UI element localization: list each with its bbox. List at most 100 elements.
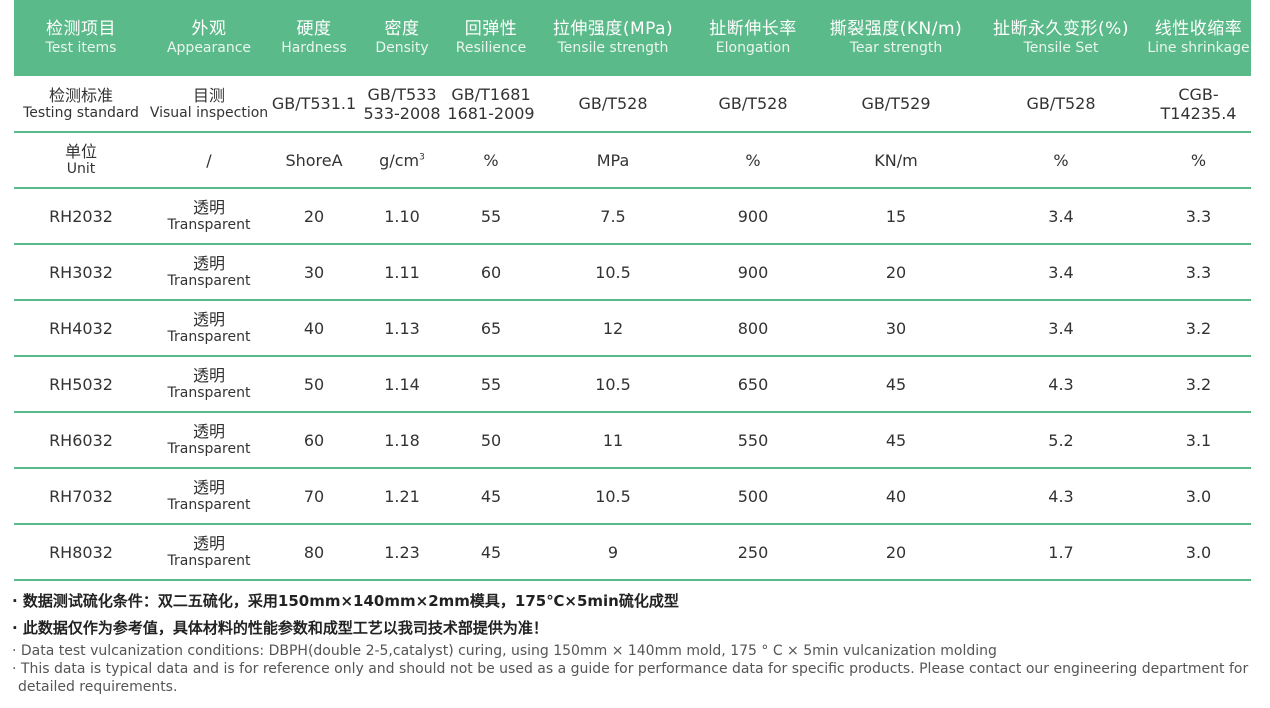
cell-model: RH6032 [14, 412, 148, 469]
cell-model: RH2032 [14, 188, 148, 245]
cell-tear: 45 [816, 356, 976, 413]
cell-tensile-set: 3.4 [976, 188, 1146, 245]
cell-tensile: 10.5 [536, 356, 690, 413]
cell-shrinkage: 3.3 [1146, 188, 1251, 245]
standard-shrinkage: CGB-T14235.4 [1146, 76, 1251, 133]
cell-tensile-set: 5.2 [976, 412, 1146, 469]
cell-density: 1.11 [358, 244, 446, 301]
header-resilience: 回弹性 Resilience [446, 0, 536, 76]
table-row: RH6032 透明 Transparent 60 1.18 50 11 550 45 5.2 3.1 [14, 412, 1251, 469]
unit-shrinkage: % [1146, 132, 1251, 189]
notes: · 数据测试硫化条件：双二五硫化，采用150mm×140mm×2mm模具，175… [12, 588, 1252, 696]
cell-resilience: 55 [446, 356, 536, 413]
cell-hardness: 40 [270, 300, 358, 357]
cell-shrinkage: 3.0 [1146, 468, 1251, 525]
cell-shrinkage: 3.0 [1146, 524, 1251, 581]
cell-appearance: 透明 Transparent [148, 468, 270, 525]
cell-density: 1.18 [358, 412, 446, 469]
cell-tensile-set: 4.3 [976, 356, 1146, 413]
table-row: RH5032 透明 Transparent 50 1.14 55 10.5 650 45 4.3 3… [14, 356, 1251, 413]
cell-shrinkage: 3.2 [1146, 356, 1251, 413]
cell-model: RH7032 [14, 468, 148, 525]
cell-tensile: 12 [536, 300, 690, 357]
cell-appearance: 透明 Transparent [148, 188, 270, 245]
appearance-en: Transparent [167, 217, 251, 233]
cell-resilience: 50 [446, 412, 536, 469]
unit-tensile: MPa [536, 132, 690, 189]
table-row: RH4032 透明 Transparent 40 1.13 65 12 800 30 3.4 3.2 [14, 300, 1251, 357]
appearance-zh: 透明 [192, 534, 225, 553]
standard-elongation: GB/T528 [690, 76, 816, 133]
cell-elongation: 550 [690, 412, 816, 469]
cell-hardness: 30 [270, 244, 358, 301]
header-tensile-strength: 拉伸强度(MPa) Tensile strength [536, 0, 690, 76]
note-en-conditions: · Data test vulcanization conditions: DB… [12, 643, 997, 659]
appearance-en: Transparent [167, 385, 251, 401]
cell-tear: 45 [816, 412, 976, 469]
cell-tear: 20 [816, 244, 976, 301]
table-row: RH8032 透明 Transparent 80 1.23 45 9 250 20 1.7 3.0 [14, 524, 1251, 581]
cell-density: 1.21 [358, 468, 446, 525]
note-en-reference: · This data is typical data and is for r… [12, 661, 1249, 695]
cell-elongation: 250 [690, 524, 816, 581]
cell-shrinkage: 3.3 [1146, 244, 1251, 301]
note-zh-reference: · 此数据仅作为参考值，具体材料的性能参数和成型工艺以我司技术部提供为准！ [12, 619, 548, 637]
header-hardness: 硬度 Hardness [270, 0, 358, 76]
header-row: 检测项目 Test items 外观 Appearance 硬度 Hardness 密… [14, 0, 1251, 76]
cell-shrinkage: 3.1 [1146, 412, 1251, 469]
cell-tear: 30 [816, 300, 976, 357]
unit-tensile-set: % [976, 132, 1146, 189]
spec-table-container: 检测项目 Test items 外观 Appearance 硬度 Hardness 密… [14, 0, 1251, 581]
cell-model: RH5032 [14, 356, 148, 413]
unit-row: 单位 Unit / ShoreA g/cm3 % MPa % KN/m % % [14, 132, 1251, 189]
cell-tensile: 10.5 [536, 244, 690, 301]
header-elongation: 扯断伸长率 Elongation [690, 0, 816, 76]
cell-tensile-set: 1.7 [976, 524, 1146, 581]
cell-density: 1.14 [358, 356, 446, 413]
cell-resilience: 45 [446, 524, 536, 581]
table-row: RH7032 透明 Transparent 70 1.21 45 10.5 500 40 4.3 3… [14, 468, 1251, 525]
cell-hardness: 50 [270, 356, 358, 413]
cell-elongation: 800 [690, 300, 816, 357]
standard-appearance: 目测 Visual inspection [148, 76, 270, 133]
standard-density: GB/T533 533-2008 [358, 76, 446, 133]
cell-tensile-set: 3.4 [976, 244, 1146, 301]
cell-tear: 20 [816, 524, 976, 581]
header-line-shrinkage: 线性收缩率 Line shrinkage [1146, 0, 1251, 76]
standard-label: 检测标准 Testing standard [14, 76, 148, 133]
cell-tensile: 7.5 [536, 188, 690, 245]
appearance-zh: 透明 [192, 366, 225, 385]
unit-appearance: / [148, 132, 270, 189]
cell-resilience: 65 [446, 300, 536, 357]
header-tensile-set: 扯断永久变形(%) Tensile Set [976, 0, 1146, 76]
cell-model: RH4032 [14, 300, 148, 357]
appearance-en: Transparent [167, 441, 251, 457]
header-tear-strength: 撕裂强度(KN/m) Tear strength [816, 0, 976, 76]
unit-density-text: g/cm [379, 150, 420, 170]
cell-appearance: 透明 Transparent [148, 300, 270, 357]
cell-appearance: 透明 Transparent [148, 356, 270, 413]
cell-shrinkage: 3.2 [1146, 300, 1251, 357]
spec-table: 检测项目 Test items 外观 Appearance 硬度 Hardness 密… [14, 0, 1251, 581]
appearance-zh: 透明 [192, 310, 225, 329]
appearance-zh: 透明 [192, 422, 225, 441]
unit-elongation: % [690, 132, 816, 189]
cell-elongation: 900 [690, 188, 816, 245]
cell-appearance: 透明 Transparent [148, 524, 270, 581]
unit-label: 单位 Unit [14, 132, 148, 189]
standard-tensile: GB/T528 [536, 76, 690, 133]
cell-tensile: 10.5 [536, 468, 690, 525]
appearance-en: Transparent [167, 329, 251, 345]
unit-density: g/cm3 [358, 132, 446, 189]
cell-resilience: 45 [446, 468, 536, 525]
table-row: RH2032 透明 Transparent 20 1.10 55 7.5 900 15 3.4 3.… [14, 188, 1251, 245]
appearance-zh: 透明 [192, 478, 225, 497]
cell-tensile-set: 4.3 [976, 468, 1146, 525]
standard-tear: GB/T529 [816, 76, 976, 133]
note-zh-conditions: · 数据测试硫化条件：双二五硫化，采用150mm×140mm×2mm模具，175… [12, 592, 679, 610]
cell-resilience: 55 [446, 188, 536, 245]
appearance-zh: 透明 [192, 254, 225, 273]
testing-standard-row: 检测标准 Testing standard 目测 Visual inspection… [14, 76, 1251, 133]
header-density: 密度 Density [358, 0, 446, 76]
cell-hardness: 70 [270, 468, 358, 525]
